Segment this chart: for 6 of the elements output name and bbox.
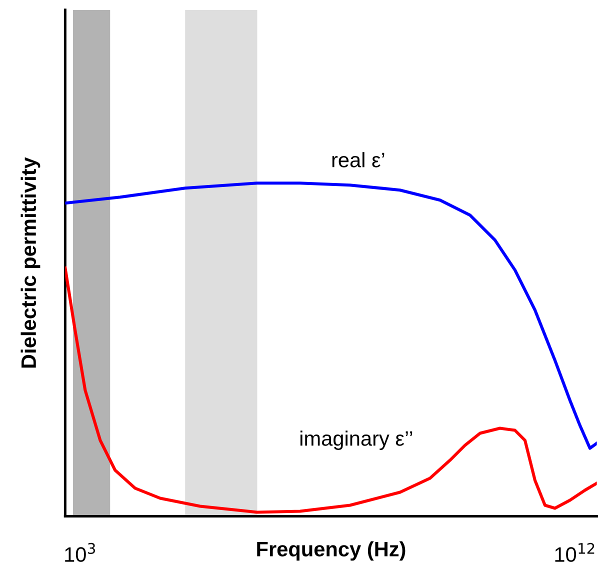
series-label: real ε’ — [332, 152, 384, 168]
y-axis-title: Dielectric permittivity — [20, 157, 40, 368]
x-tick-label: 10$^{12}$ — [555, 542, 594, 562]
x-axis-title: Frequency (Hz) — [257, 541, 406, 561]
x-tick-label: 10$^{3}$ — [65, 542, 96, 562]
series-label: imaginary ε’’ — [300, 430, 412, 450]
